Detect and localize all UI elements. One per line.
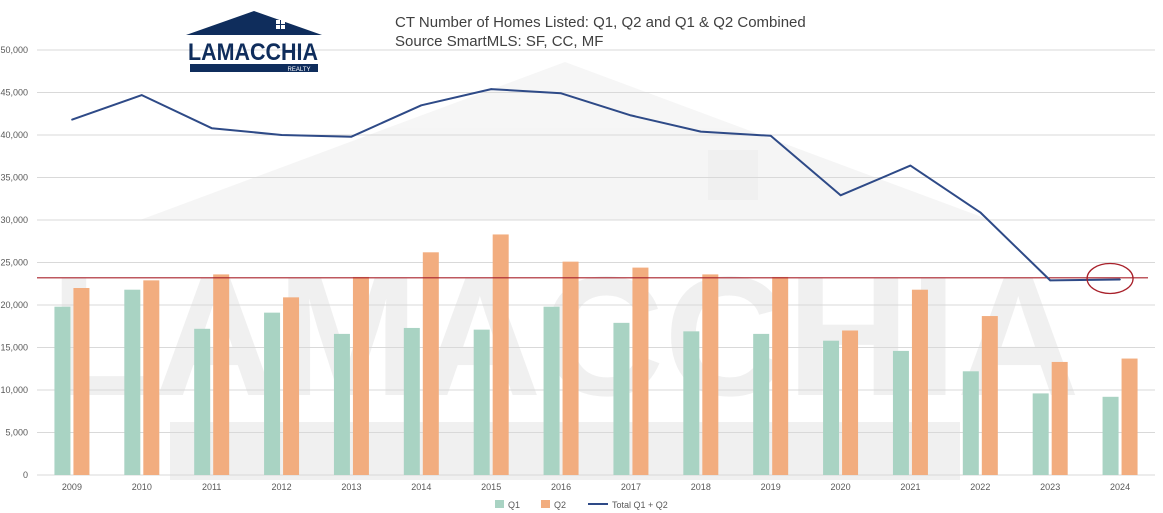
chart-subtitle: Source SmartMLS: SF, CC, MF	[395, 33, 603, 50]
bar-q1	[473, 329, 490, 475]
total-point	[839, 194, 842, 197]
bar-q2	[1051, 361, 1068, 475]
total-point	[979, 211, 982, 214]
bar-q1	[962, 371, 979, 475]
y-tick-label: 50,000	[0, 45, 28, 55]
y-axis-tick-labels: 0 5,000 10,000 15,000 20,000 25,000 30,000 35,0…	[0, 45, 28, 480]
bar-q2	[632, 267, 649, 475]
y-tick-label: 45,000	[0, 88, 28, 98]
bar-q2	[492, 234, 509, 475]
total-line	[71, 88, 1121, 282]
bar-q1	[403, 327, 420, 475]
legend-label-total: Total Q1 + Q2	[612, 500, 668, 510]
bar-q1	[54, 306, 71, 475]
x-tick-label: 2019	[761, 482, 781, 492]
bar-q1	[124, 289, 141, 475]
bar-q1	[683, 331, 700, 475]
total-point	[1119, 278, 1121, 281]
total-point	[769, 135, 772, 137]
x-tick-label: 2014	[411, 482, 431, 492]
y-tick-label: 5,000	[5, 428, 28, 438]
bar-q1	[1102, 396, 1119, 475]
x-tick-label: 2012	[272, 482, 292, 492]
y-tick-label: 15,000	[0, 343, 28, 353]
x-tick-label: 2009	[62, 482, 82, 492]
x-tick-label: 2024	[1110, 482, 1130, 492]
x-tick-label: 2017	[621, 482, 641, 492]
legend-swatch-q1	[495, 500, 504, 508]
bar-q2	[213, 274, 230, 475]
highlight-circle	[1086, 262, 1134, 295]
bar-q1	[333, 333, 350, 475]
x-tick-label: 2018	[691, 482, 711, 492]
bar-q2	[1121, 358, 1138, 475]
total-line-series	[71, 88, 1121, 282]
bar-q1	[823, 340, 840, 475]
total-point	[1049, 279, 1051, 282]
bar-series	[54, 234, 1138, 475]
y-tick-label: 20,000	[0, 300, 28, 310]
bar-q1	[264, 312, 281, 475]
bar-q1	[753, 333, 770, 475]
x-axis-tick-labels: 2009 2010 2011 2012 2013 2014 2015 2016 2017 2018…	[62, 482, 1130, 492]
bar-q1	[543, 306, 560, 475]
x-tick-label: 2010	[132, 482, 152, 492]
legend-label-q1: Q1	[508, 500, 520, 510]
x-tick-label: 2021	[900, 482, 920, 492]
annotation-layer	[1086, 262, 1134, 295]
legend-swatch-q2	[541, 500, 550, 508]
bar-q2	[772, 276, 789, 475]
total-point	[210, 127, 213, 129]
total-point	[141, 94, 143, 96]
x-tick-label: 2013	[341, 482, 361, 492]
bar-q2	[911, 289, 928, 475]
x-tick-label: 2020	[831, 482, 851, 492]
y-tick-label: 0	[23, 470, 28, 480]
bar-q2	[283, 297, 300, 475]
total-point	[560, 92, 562, 95]
bar-q2	[422, 252, 439, 475]
bar-q1	[892, 350, 909, 475]
bar-q2	[143, 280, 160, 475]
total-point	[71, 118, 73, 121]
bar-q2	[842, 330, 859, 475]
y-tick-label: 10,000	[0, 385, 28, 395]
total-point	[420, 104, 423, 107]
bar-q2	[981, 316, 998, 475]
y-tick-label: 25,000	[0, 258, 28, 268]
bar-q2	[702, 274, 719, 475]
x-tick-label: 2015	[481, 482, 501, 492]
bar-q1	[613, 322, 630, 475]
brand-logo: LAMACCHIA REALTY	[186, 11, 322, 73]
y-tick-label: 30,000	[0, 215, 28, 225]
x-tick-label: 2022	[970, 482, 990, 492]
logo-tagline: REALTY	[288, 67, 311, 73]
bar-q1	[1032, 393, 1049, 475]
bar-q2	[562, 261, 579, 475]
total-point	[350, 135, 353, 138]
bar-q1	[194, 328, 211, 475]
x-tick-label: 2016	[551, 482, 571, 492]
bar-q2	[352, 276, 369, 475]
bar-q2	[73, 288, 90, 475]
x-tick-label: 2023	[1040, 482, 1060, 492]
y-tick-label: 40,000	[0, 130, 28, 140]
legend: Q1 Q2 Total Q1 + Q2	[495, 500, 668, 510]
x-tick-label: 2011	[202, 482, 221, 492]
total-point	[490, 88, 492, 90]
chart-title: CT Number of Homes Listed: Q1, Q2 and Q1…	[395, 14, 806, 31]
total-point	[280, 134, 283, 136]
logo-roof	[186, 11, 322, 35]
total-point	[909, 164, 912, 167]
total-point	[630, 114, 632, 117]
logo-wordmark: LAMACCHIA	[188, 39, 318, 66]
y-tick-label: 35,000	[0, 173, 28, 183]
total-point	[700, 130, 702, 133]
legend-label-q2: Q2	[554, 500, 566, 510]
